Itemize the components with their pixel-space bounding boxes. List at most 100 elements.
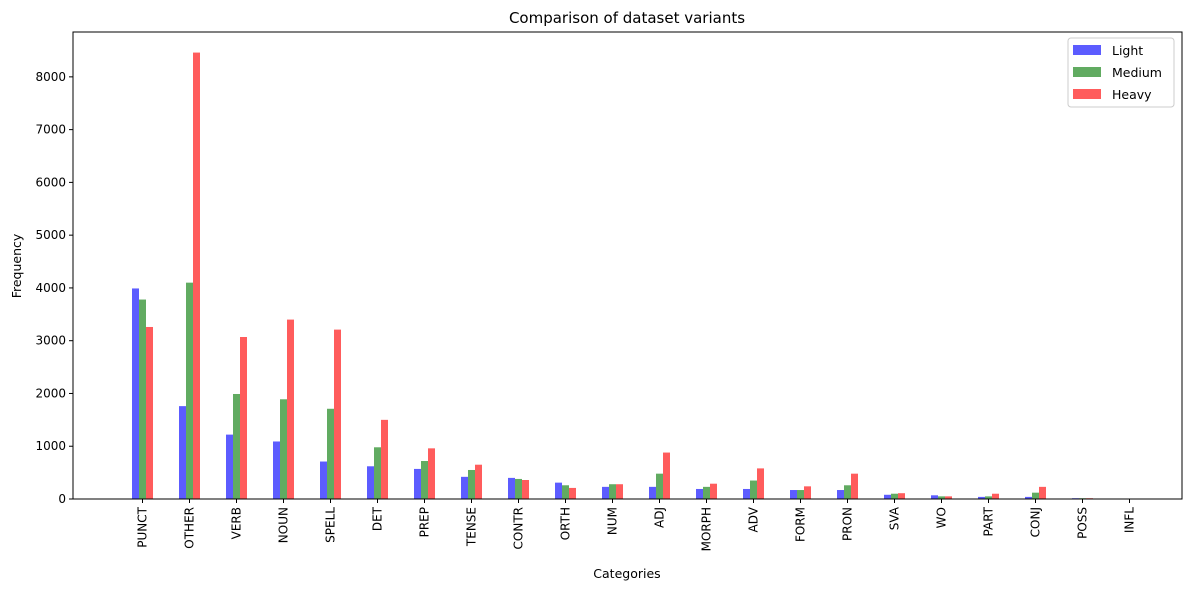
- bar-medium-part: [985, 496, 992, 499]
- x-tick-label: ADJ: [653, 507, 667, 528]
- y-tick-label: 2000: [35, 386, 66, 400]
- y-tick-label: 1000: [35, 439, 66, 453]
- bar-heavy-morph: [710, 483, 717, 499]
- bar-light-orth: [555, 482, 562, 499]
- chart-title: Comparison of dataset variants: [509, 9, 745, 27]
- x-axis: PUNCT OTHER VERB NOUN SPELL DET PREP TENSE CONTR…: [136, 499, 1137, 551]
- x-tick-label: PREP: [418, 507, 432, 537]
- bar-heavy-pron: [851, 473, 858, 499]
- bar-medium-form: [797, 490, 804, 499]
- x-tick-label: OTHER: [183, 507, 197, 549]
- x-tick-label: CONTR: [512, 507, 526, 549]
- bar-medium-orth: [562, 485, 569, 499]
- bar-light-pron: [837, 490, 844, 499]
- bar-medium-num: [609, 484, 616, 499]
- x-tick-label: PART: [982, 506, 996, 536]
- bar-heavy-det: [381, 419, 388, 499]
- bar-light-det: [367, 466, 374, 499]
- bar-heavy-adv: [757, 468, 764, 499]
- y-axis: 0 1000 2000 3000 4000 5000 6000 7000 8000: [35, 70, 73, 506]
- bar-light-punct: [132, 288, 139, 499]
- x-tick-label: NOUN: [277, 507, 291, 543]
- y-tick-label: 7000: [35, 123, 66, 137]
- bar-medium-pron: [844, 485, 851, 499]
- x-tick-label: ADV: [747, 506, 761, 532]
- x-axis-label: Categories: [593, 566, 660, 581]
- bar-heavy-contr: [522, 480, 529, 499]
- bar-medium-contr: [515, 478, 522, 499]
- legend-swatch-light: [1073, 45, 1101, 55]
- y-tick-label: 0: [58, 492, 66, 506]
- legend-swatch-medium: [1073, 67, 1101, 77]
- bar-light-other: [179, 406, 186, 499]
- x-tick-label: INFL: [1123, 507, 1137, 533]
- bar-medium-adv: [750, 480, 757, 499]
- bar-medium-prep: [421, 461, 428, 499]
- bar-light-prep: [414, 468, 421, 499]
- bar-light-part: [978, 496, 985, 499]
- bar-medium-det: [374, 447, 381, 499]
- legend-label-light: Light: [1112, 43, 1143, 58]
- bar-medium-morph: [703, 486, 710, 499]
- bar-heavy-adj: [663, 452, 670, 499]
- bar-heavy-verb: [240, 337, 247, 499]
- bar-heavy-num: [616, 484, 623, 499]
- bar-heavy-noun: [287, 319, 294, 499]
- bar-medium-noun: [280, 399, 287, 499]
- x-tick-label: SVA: [888, 506, 902, 530]
- x-tick-label: DET: [371, 506, 385, 531]
- bar-light-noun: [273, 441, 280, 499]
- bar-light-tense: [461, 476, 468, 499]
- bar-light-num: [602, 486, 609, 499]
- x-tick-label: ORTH: [559, 507, 573, 540]
- bar-light-conj: [1025, 496, 1032, 499]
- bar-light-wo: [931, 495, 938, 499]
- y-tick-label: 3000: [35, 334, 66, 348]
- bar-light-form: [790, 490, 797, 499]
- x-tick-label: SPELL: [324, 507, 338, 543]
- bar-medium-conj: [1032, 492, 1039, 499]
- x-tick-label: VERB: [230, 507, 244, 539]
- x-tick-label: PUNCT: [136, 506, 150, 547]
- x-tick-label: NUM: [606, 507, 620, 535]
- y-tick-label: 8000: [35, 70, 66, 84]
- bars-group: [132, 52, 1140, 499]
- bar-heavy-wo: [945, 496, 952, 499]
- legend-swatch-heavy: [1073, 89, 1101, 99]
- bar-medium-adj: [656, 473, 663, 499]
- bar-light-spell: [320, 461, 327, 499]
- bar-heavy-sva: [898, 493, 905, 499]
- y-tick-label: 6000: [35, 175, 66, 189]
- legend: Light Medium Heavy: [1067, 37, 1175, 108]
- bar-light-adv: [743, 488, 750, 499]
- legend-label-medium: Medium: [1112, 65, 1162, 80]
- bar-medium-punct: [139, 299, 146, 499]
- x-tick-label: CONJ: [1029, 507, 1043, 537]
- x-tick-label: FORM: [794, 507, 808, 542]
- bar-medium-tense: [468, 469, 475, 499]
- x-tick-label: POSS: [1076, 507, 1090, 539]
- bar-medium-wo: [938, 496, 945, 499]
- bar-light-morph: [696, 488, 703, 499]
- bar-light-verb: [226, 434, 233, 499]
- plot-frame: [72, 31, 1183, 500]
- bar-medium-spell: [327, 408, 334, 499]
- x-tick-label: TENSE: [465, 507, 479, 547]
- x-tick-label: MORPH: [700, 507, 714, 551]
- bar-heavy-orth: [569, 487, 576, 499]
- bar-medium-sva: [891, 493, 898, 499]
- bar-heavy-spell: [334, 329, 341, 499]
- bar-light-adj: [649, 486, 656, 499]
- legend-label-heavy: Heavy: [1112, 87, 1152, 102]
- bar-light-sva: [884, 494, 891, 499]
- bar-heavy-conj: [1039, 486, 1046, 499]
- bar-medium-verb: [233, 393, 240, 499]
- bar-heavy-form: [804, 486, 811, 499]
- bar-heavy-punct: [146, 326, 153, 499]
- x-tick-label: WO: [935, 507, 949, 528]
- bar-heavy-other: [193, 52, 200, 499]
- y-tick-label: 5000: [35, 228, 66, 242]
- bar-light-contr: [508, 477, 515, 499]
- x-tick-label: PRON: [841, 507, 855, 541]
